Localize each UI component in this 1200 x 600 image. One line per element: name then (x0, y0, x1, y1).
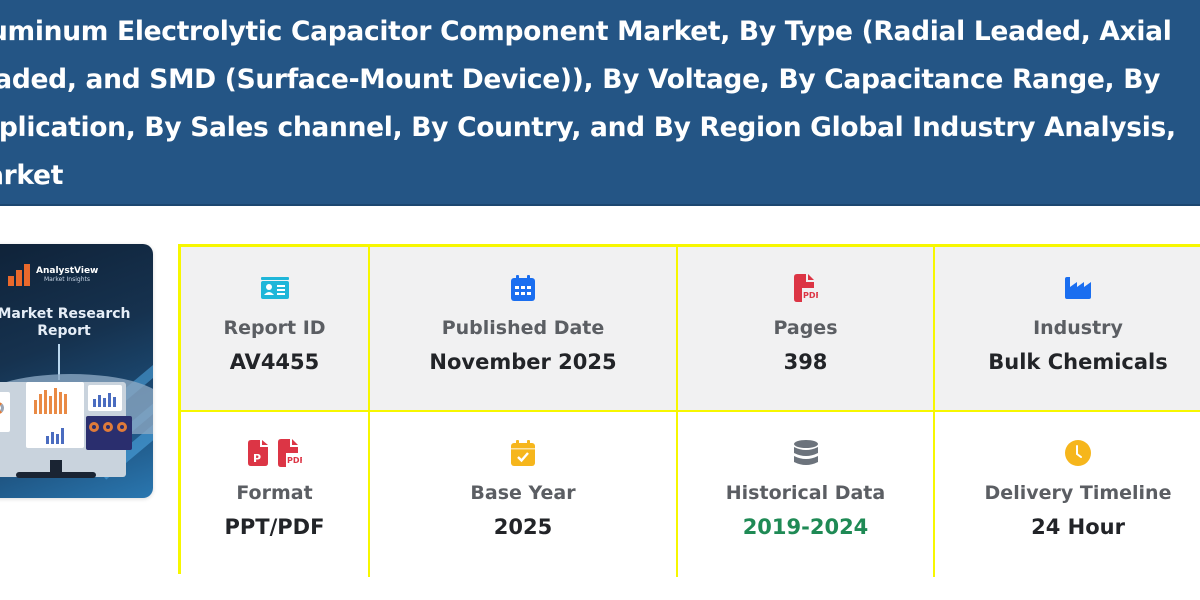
cover-brand-sub: Market Insights (44, 276, 90, 283)
historical-data-label: Historical Data (725, 482, 886, 504)
pages-value: 398 (783, 350, 828, 374)
report-id-label: Report ID (223, 317, 326, 339)
analystview-logo: AnalystView Market Insights (8, 264, 98, 286)
industry-icon (1065, 273, 1091, 303)
svg-text:PDF: PDF (803, 291, 818, 300)
id-card-icon (260, 273, 289, 303)
published-date-label: Published Date (441, 317, 605, 339)
base-year-cell: Base Year 2025 (370, 412, 678, 577)
cover-brand: AnalystView (36, 266, 99, 276)
delivery-timeline-label: Delivery Timeline (984, 482, 1172, 504)
pdf-file-icon: PDF (277, 439, 302, 467)
historical-data-value: 2019-2024 (742, 515, 869, 539)
database-icon (793, 438, 818, 468)
calendar-icon (511, 273, 535, 303)
delivery-timeline-cell: Delivery Timeline 24 Hour (935, 412, 1200, 577)
industry-cell: Industry Bulk Chemicals (935, 247, 1200, 412)
pdf-file-icon: PDF (793, 273, 818, 303)
delivery-timeline-value: 24 Hour (1031, 515, 1125, 539)
format-value: PPT/PDF (224, 515, 325, 539)
report-id-value: AV4455 (229, 350, 320, 374)
pages-label: Pages (773, 317, 838, 339)
report-cover-image: AnalystView Market Insights Market Resea… (0, 244, 153, 498)
historical-data-cell: Historical Data 2019-2024 (678, 412, 935, 577)
ppt-pdf-file-icons: P PDF (247, 438, 302, 468)
page-title: Aluminum Electrolytic Capacitor Componen… (0, 16, 1176, 239)
svg-text:PDF: PDF (287, 456, 302, 465)
ppt-file-icon: P (247, 440, 268, 466)
base-year-label: Base Year (470, 482, 576, 504)
title-banner: Aluminum Electrolytic Capacitor Componen… (0, 0, 1200, 239)
format-cell: P PDF Format PPT/PDF (181, 412, 370, 577)
format-label: Format (236, 482, 313, 504)
cover-heading: Market Research Report (0, 306, 131, 339)
published-date-cell: Published Date November 2025 (370, 247, 678, 412)
base-year-value: 2025 (493, 515, 553, 539)
clock-icon (1065, 438, 1091, 468)
svg-text:P: P (253, 452, 261, 465)
logo-mark-icon (8, 264, 32, 286)
industry-label: Industry (1033, 317, 1123, 339)
pages-cell: PDF Pages 398 (678, 247, 935, 412)
report-id-cell: Report ID AV4455 (181, 247, 370, 412)
report-info-grid: Report ID AV4455 Published Date November… (178, 244, 1200, 577)
industry-value: Bulk Chemicals (988, 350, 1168, 374)
calendar-check-icon (511, 438, 535, 468)
published-date-value: November 2025 (429, 350, 617, 374)
